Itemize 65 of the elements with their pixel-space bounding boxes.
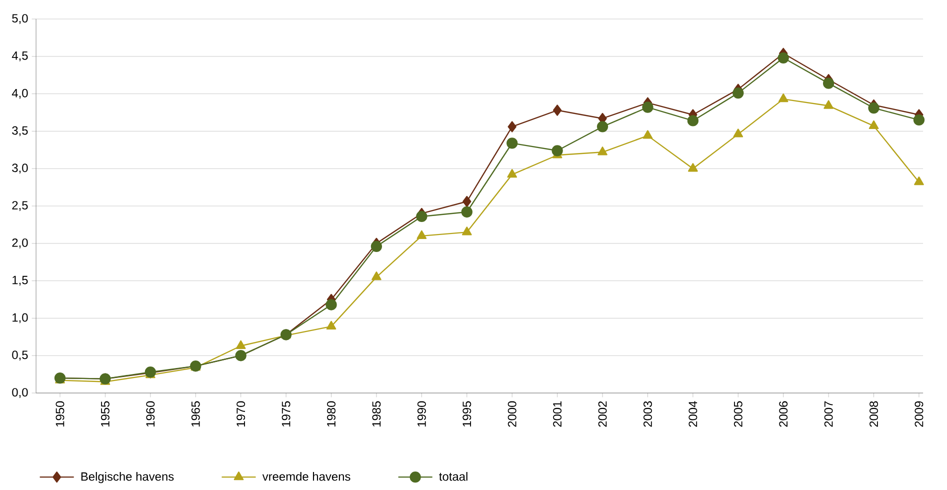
point bbox=[596, 121, 608, 132]
point bbox=[598, 146, 608, 156]
point bbox=[642, 130, 653, 139]
x-tick-label: 1970 bbox=[236, 401, 246, 426]
point bbox=[688, 163, 698, 172]
y-tick-label: 5,0 bbox=[12, 14, 28, 24]
point bbox=[461, 206, 472, 218]
point bbox=[236, 340, 246, 349]
point bbox=[732, 87, 744, 99]
point bbox=[778, 52, 789, 64]
x-tick-label: 1950 bbox=[56, 401, 64, 426]
point bbox=[913, 114, 925, 126]
x-tick-label: 1960 bbox=[146, 401, 155, 426]
y-tick-label: 0,0 bbox=[12, 388, 28, 398]
point bbox=[733, 128, 744, 138]
legend-label: vreemde havens bbox=[262, 472, 350, 481]
point bbox=[642, 102, 654, 113]
point bbox=[370, 240, 382, 252]
x-tick-label: 1990 bbox=[417, 401, 426, 426]
point bbox=[326, 320, 336, 330]
point bbox=[778, 93, 788, 102]
y-tick-label: 2,5 bbox=[12, 201, 28, 211]
point bbox=[372, 271, 382, 280]
y-tick-label: 3,0 bbox=[12, 164, 28, 174]
point bbox=[824, 100, 834, 109]
point bbox=[508, 121, 516, 132]
legend-label: totaal bbox=[439, 472, 468, 481]
point bbox=[822, 78, 834, 89]
x-tick-label: 2008 bbox=[870, 401, 878, 427]
point bbox=[914, 176, 924, 186]
x-tick-label: 2005 bbox=[734, 401, 742, 427]
point bbox=[868, 120, 879, 130]
point bbox=[687, 115, 699, 126]
y-tick-label: 1,0 bbox=[12, 313, 28, 324]
x-tick-label: 1995 bbox=[462, 401, 472, 426]
x-tick-label: 2007 bbox=[824, 401, 833, 427]
point bbox=[462, 196, 472, 208]
point bbox=[462, 226, 472, 236]
x-tick-label: 2006 bbox=[779, 401, 788, 427]
x-tick-label: 1980 bbox=[327, 401, 336, 426]
y-tick-label: 3,5 bbox=[12, 126, 28, 136]
x-tick-label: 2004 bbox=[688, 401, 698, 427]
x-tick-label: 2003 bbox=[643, 401, 652, 427]
y-tick-label: 1,5 bbox=[12, 276, 28, 286]
point bbox=[416, 230, 427, 240]
x-tick-label: 1955 bbox=[100, 401, 110, 426]
point bbox=[868, 102, 880, 114]
x-tick-label: 2000 bbox=[508, 401, 516, 427]
point bbox=[326, 299, 337, 310]
y-tick-label: 2,0 bbox=[12, 238, 28, 248]
y-tick-label: 4,0 bbox=[12, 88, 28, 99]
point bbox=[552, 145, 563, 156]
x-tick-label: 1975 bbox=[282, 401, 290, 426]
legend-label: Belgische havens bbox=[81, 472, 174, 484]
x-tick-label: 1965 bbox=[191, 401, 200, 426]
x-tick-label: 2002 bbox=[598, 401, 607, 427]
y-tick-label: 4,5 bbox=[12, 52, 28, 62]
point bbox=[506, 138, 518, 149]
x-tick-label: 1985 bbox=[372, 401, 381, 426]
point bbox=[416, 210, 428, 222]
y-tick-label: 0,5 bbox=[12, 350, 28, 361]
point bbox=[507, 169, 518, 178]
point bbox=[552, 104, 562, 116]
x-tick-label: 2001 bbox=[553, 401, 562, 427]
x-tick-label: 2009 bbox=[914, 401, 924, 427]
